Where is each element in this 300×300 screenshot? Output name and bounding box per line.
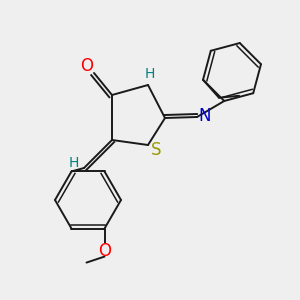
Text: O: O [80,57,94,75]
Text: H: H [69,156,79,170]
Text: S: S [151,141,161,159]
Text: N: N [199,107,211,125]
Text: H: H [145,67,155,81]
Text: O: O [98,242,111,260]
